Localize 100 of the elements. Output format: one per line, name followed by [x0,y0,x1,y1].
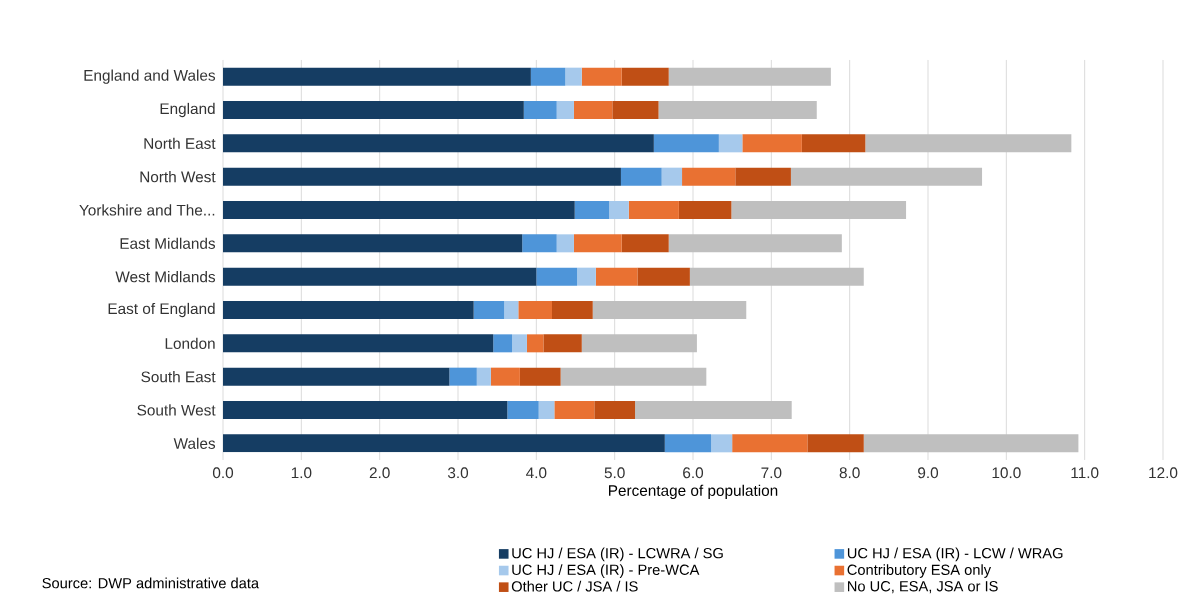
bar [538,400,555,419]
x-tick-label: 0.0 [212,467,234,479]
x-tick-label: 7.0 [761,467,782,479]
bar [574,201,610,219]
bar [512,334,527,353]
x-tick-label: 8.0 [839,467,860,479]
bar [735,167,791,186]
bar [595,267,638,286]
y-tick-label: West Midlands [115,271,216,283]
legend-label: No UC, ESA, JSA or IS [848,581,998,594]
bar [801,134,866,153]
legend-label: Contributory ESA only [847,564,992,578]
bar [223,267,537,286]
bar [661,167,683,186]
bar [526,334,544,353]
bar [543,334,582,353]
bar [581,67,622,86]
bar [731,201,907,219]
bar [807,434,864,453]
bar [621,234,669,253]
bar [682,167,736,186]
y-tick-label: South East [141,371,216,383]
y-tick-label: London [165,337,215,349]
bar [223,400,508,419]
bar [473,300,505,319]
bar [536,267,578,286]
bar [519,367,561,386]
x-tick-label: 10.0 [992,467,1021,479]
bar [223,434,665,453]
bar [223,234,523,253]
x-tick-label: 4.0 [526,467,547,479]
bar [711,434,733,453]
bar [668,67,831,86]
x-tick-label: 11.0 [1071,467,1099,479]
bar [718,134,743,153]
bar [628,201,679,219]
x-tick-label: 5.0 [604,467,625,479]
bar [863,434,1079,453]
bar [668,234,842,253]
bar [594,400,636,419]
bar [664,434,712,453]
bar [742,134,802,153]
y-tick-label: England [160,102,215,118]
bar [490,367,520,386]
y-tick-label: England and Wales [84,69,216,84]
bar [732,434,808,453]
bar [223,134,654,153]
bar [223,67,531,86]
bar [560,367,707,386]
bar [573,100,613,119]
bar [223,167,621,186]
bar [523,100,557,119]
bar [865,134,1072,153]
y-tick-label: North East [144,137,216,149]
bar [556,234,574,253]
y-tick-label: East of England [108,302,215,318]
bar [612,100,659,119]
bar [621,67,669,86]
legend-label: UC HJ / ESA (IR) - Pre-WCA [512,564,700,578]
bar [620,167,662,186]
x-tick-label: 6.0 [683,467,704,479]
x-tick-label: 12.0 [1149,467,1178,479]
x-tick-label: 2.0 [369,467,390,479]
bar [577,267,596,286]
x-axis-title: Percentage of population [609,484,778,499]
bar [552,300,593,319]
bar [592,300,747,319]
bar [790,167,983,186]
bar [609,201,629,219]
bar [223,201,575,219]
bar [689,267,864,286]
bar [223,100,524,119]
legend-label: UC HJ / ESA (IR) - LCW / WRAG [847,547,1063,562]
bar [658,100,817,119]
bar [530,67,566,86]
bar [476,367,491,386]
bar [678,201,732,219]
y-tick-label: East Midlands [120,237,216,249]
legend-label: UC HJ / ESA (IR) - LCWRA / SG [512,547,723,562]
x-tick-label: 1.0 [291,467,312,479]
legend-label: Other UC / JSA / IS [511,580,638,592]
bar [223,367,450,386]
bar [565,67,582,86]
y-tick-label: North West [140,171,216,183]
x-tick-label: 3.0 [447,467,469,479]
bar [573,234,622,253]
y-tick-label: Yorkshire and The... [79,204,215,216]
bar [635,400,792,419]
bar [581,334,697,353]
bar [637,267,690,286]
y-tick-label: South West [137,404,216,416]
bar [507,400,539,419]
y-tick-label: Wales [173,437,216,449]
bar [554,400,595,419]
bar [556,100,574,119]
source-note: Source: DWP administrative data [42,577,260,589]
bar [223,300,474,319]
bar [223,334,494,353]
bar [653,134,719,153]
bar [449,367,477,386]
